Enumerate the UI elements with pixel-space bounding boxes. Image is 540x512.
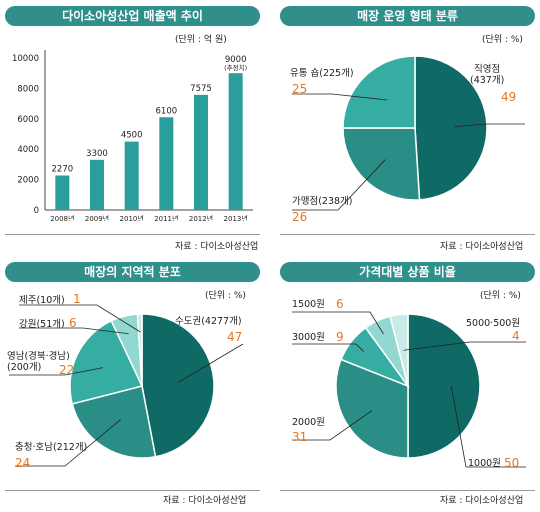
pie2-label-chungcheong: 충청·호남(212개)	[15, 442, 88, 453]
price-unit: (단위 : %)	[480, 291, 521, 301]
bar-2010년	[124, 141, 139, 210]
y-tick-label: 2000	[17, 176, 39, 186]
x-tick-label: 2008년	[50, 214, 74, 221]
pie3-value-2000: 31	[292, 430, 308, 444]
pie-slice	[389, 313, 409, 387]
x-tick-label: 2011년	[154, 214, 178, 221]
revenue-source-divider	[5, 234, 260, 235]
bar-value-label: 6100	[156, 106, 178, 116]
bar-value-label: 3300	[86, 149, 108, 159]
pie-slice	[414, 55, 488, 201]
pie2-label-jeju: 제주(10개)	[19, 295, 65, 306]
pie2-value-chungcheong: 24	[15, 456, 31, 470]
region-unit: (단위 : %)	[205, 291, 246, 301]
bar-2013년	[228, 73, 243, 210]
store-type-source: 자료 : 다이소아성산업	[440, 242, 524, 252]
leader-line	[292, 311, 384, 335]
bar-value-label: 2270	[52, 164, 74, 174]
y-tick-label: 6000	[17, 115, 39, 125]
bar-2008년	[55, 175, 70, 210]
pie1-label-direct: 직영점 (437개)	[470, 64, 505, 86]
leader-line	[177, 343, 244, 383]
x-tick-label: 2012년	[189, 214, 213, 221]
store-type-source-divider	[280, 234, 535, 235]
pie-slice	[342, 55, 416, 129]
price-source: 자료 : 다이소아성산업	[440, 496, 524, 506]
bar-2011년	[159, 117, 174, 210]
pie3-label-1500: 1500원	[292, 299, 325, 310]
y-tick-label: 10000	[12, 54, 39, 64]
y-tick-label: 0	[34, 206, 39, 216]
pie3-label-1000: 1000원	[468, 458, 501, 469]
leader-line	[292, 93, 388, 101]
bar-value-label: 7575	[190, 84, 212, 94]
leader-line	[292, 409, 373, 441]
pie2-value-gangwon: 6	[69, 316, 77, 330]
pie2-value-yeongnam: 22	[59, 363, 75, 377]
pie3-value-5000-500: 4	[512, 329, 520, 343]
revenue-chart-title: 다이소아성산업 매출액 추이	[5, 6, 260, 26]
pie1-value-retail: 25	[292, 82, 308, 96]
pie2-label-yeongnam: 영남(경북·경남) (200개)	[7, 351, 70, 373]
pie3-value-1000: 50	[504, 456, 520, 470]
revenue-source: 자료 : 다이소아성산업	[175, 242, 259, 252]
pie3-label-3000: 3000원	[292, 332, 325, 343]
revenue-bar-chart: 0 2000 4000 6000 8000 10000 2270 2008년 3300 2009년…	[12, 50, 253, 221]
leader-line	[19, 304, 141, 333]
bar-annotation: (추정치)	[224, 63, 247, 72]
leader-line	[454, 123, 525, 128]
leader-line	[15, 419, 122, 467]
pie-slice	[407, 313, 481, 459]
leader-line	[292, 159, 386, 211]
pie2-value-jeju: 1	[73, 292, 81, 306]
pie2-value-capital: 47	[227, 330, 243, 344]
pie3-label-2000: 2000원	[292, 417, 325, 428]
leader-line	[9, 367, 103, 376]
pie2-label-gangwon: 강원(51개)	[19, 319, 65, 330]
pie-slice	[141, 313, 215, 458]
revenue-chart-panel: 다이소아성산업 매출액 추이 (단위 : 억 원) 0 2000 4000 6000 8…	[5, 6, 260, 252]
leader-line	[450, 385, 526, 468]
store-type-title: 매장 운영 형태 분류	[280, 6, 535, 26]
pie1-label-retail: 유통 숍(225개)	[290, 68, 354, 79]
pie-slice	[335, 358, 409, 459]
pie-slice	[69, 319, 144, 405]
y-tick-label: 8000	[17, 84, 39, 94]
region-source: 자료 : 다이소아성산업	[163, 496, 247, 506]
revenue-chart-unit: (단위 : 억 원)	[175, 35, 227, 45]
price-pie	[292, 311, 526, 468]
x-tick-label: 2010년	[120, 214, 144, 221]
leader-line	[403, 341, 526, 351]
pie-slice	[71, 385, 157, 459]
store-type-pie	[292, 55, 525, 211]
pie1-value-franchise: 26	[292, 210, 308, 224]
price-title: 가격대별 상품 비율	[280, 262, 535, 282]
pie1-value-direct: 49	[501, 90, 517, 104]
pie1-label-franchise: 가맹점(238개)	[292, 196, 353, 207]
bar-2012년	[194, 94, 208, 210]
pie3-value-3000: 9	[336, 330, 344, 344]
pie3-label-5000-500: 5000·500원	[466, 318, 521, 329]
store-type-panel: 매장 운영 형태 분류 (단위 : %) 직영점 (437개) 49 유통 숍(…	[280, 6, 535, 252]
region-pie	[9, 304, 244, 467]
pie-slice	[136, 313, 143, 387]
x-tick-label: 2009년	[85, 214, 109, 221]
region-panel: 매장의 지역적 분포 (단위 : %) 수도권(4277개) 47 제주(10개…	[5, 262, 260, 508]
leader-line	[19, 327, 129, 335]
leader-line	[292, 343, 364, 352]
x-tick-label: 2013년	[224, 214, 248, 221]
price-panel: 가격대별 상품 비율 (단위 : %) 1500원 6 3000원 9 5000…	[280, 262, 535, 508]
store-type-unit: (단위 : %)	[482, 35, 523, 45]
pie2-label-capital: 수도권(4277개)	[175, 316, 242, 327]
y-tick-label: 4000	[17, 145, 39, 155]
price-source-divider	[280, 490, 535, 491]
bar-2009년	[90, 159, 104, 210]
pie3-value-1500: 6	[336, 297, 344, 311]
region-title: 매장의 지역적 분포	[5, 262, 260, 282]
region-source-divider	[5, 490, 260, 491]
bar-value-label: 9000	[225, 55, 247, 65]
bar-value-label: 4500	[121, 131, 143, 141]
